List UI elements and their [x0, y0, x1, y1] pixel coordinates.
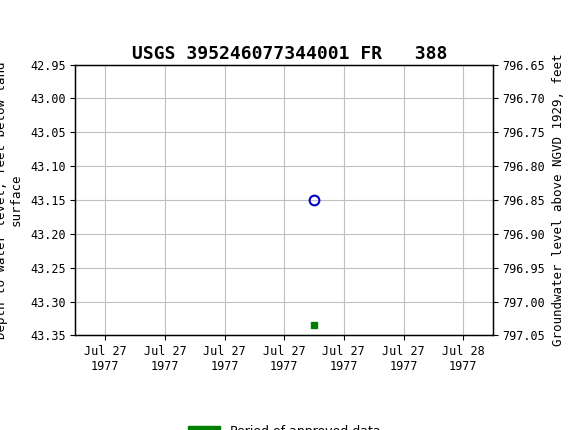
Y-axis label: Depth to water level, feet below land
surface: Depth to water level, feet below land su…	[0, 61, 23, 339]
Y-axis label: Groundwater level above NGVD 1929, feet: Groundwater level above NGVD 1929, feet	[552, 54, 566, 346]
Text: USGS 395246077344001 FR   388: USGS 395246077344001 FR 388	[132, 45, 448, 63]
Text: ≈USGS: ≈USGS	[6, 9, 72, 29]
Legend: Period of approved data: Period of approved data	[183, 420, 385, 430]
